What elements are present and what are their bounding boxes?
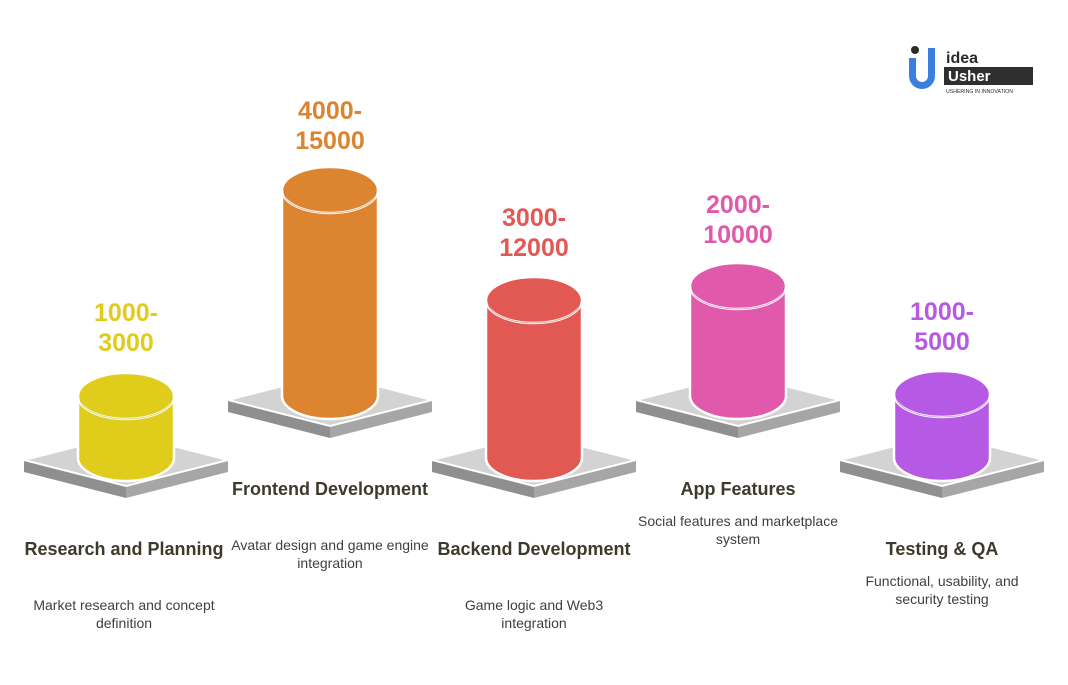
- stage-1-cost-range: 1000- 3000: [46, 298, 206, 358]
- stage-1-title: Research and Planning: [24, 539, 224, 559]
- stage-1-column: [23, 371, 229, 498]
- stage-4-cost-range: 2000- 10000: [658, 190, 818, 250]
- stage-1-cost-max: 3000: [98, 329, 154, 357]
- stage-2-cost-max: 15000: [295, 127, 365, 155]
- cylinder-body: [280, 188, 380, 421]
- pedestal-left-face: [636, 400, 738, 438]
- stage-4-column: [635, 261, 841, 438]
- logo-word-idea: idea: [946, 50, 978, 67]
- stage-5-cost-max: 5000: [914, 328, 970, 356]
- pedestal-right-face: [738, 400, 840, 438]
- pedestal-right-face: [534, 460, 636, 498]
- cylinder-rim-shade: [691, 287, 785, 310]
- stage-5-cost-range: 1000- 5000: [862, 297, 1022, 357]
- logo-tagline: USHERING IN INNOVATION: [946, 89, 1013, 95]
- stage-2-column: [227, 165, 433, 438]
- cylinder-rim-shade: [79, 397, 173, 420]
- cylinder-rim-shade: [487, 301, 581, 324]
- logo-word-usher: Usher: [948, 68, 991, 85]
- stage-3-column: [431, 275, 637, 498]
- pedestal-left-face: [432, 460, 534, 498]
- cylinder-rim-shade: [283, 191, 377, 214]
- stage-5-title: Testing & QA: [885, 539, 999, 559]
- stage-4-title: App Features: [680, 479, 796, 499]
- stage-1-description: Market research and concept definition: [33, 597, 215, 631]
- cylinder-body: [688, 284, 788, 421]
- stage-3-description: Game logic and Web3 integration: [464, 597, 604, 631]
- stage-5-description: Functional, usability, and security test…: [865, 573, 1019, 607]
- cylinder-body: [892, 392, 992, 483]
- pedestal-left-face: [24, 460, 126, 498]
- pedestal-left-face: [228, 400, 330, 438]
- stage-3-title: Backend Development: [437, 539, 631, 559]
- cylinder-body: [484, 298, 584, 483]
- pedestal-right-face: [330, 400, 432, 438]
- stage-4-cost-min: 2000-: [706, 191, 770, 219]
- cylinder-rim-shade: [895, 395, 989, 418]
- stage-3-cost-max: 12000: [499, 234, 569, 262]
- stage-5-cost-min: 1000-: [910, 298, 974, 326]
- stage-5-column: [839, 369, 1045, 498]
- company-logo: idea Usher USHERING IN INNOVATION: [906, 44, 1036, 96]
- pedestal-right-face: [942, 460, 1044, 498]
- stage-2-cost-min: 4000-: [298, 97, 362, 125]
- stage-2-title: Frontend Development: [231, 479, 428, 499]
- pedestal-right-face: [126, 460, 228, 498]
- pedestal-left-face: [840, 460, 942, 498]
- stage-2-cost-range: 4000- 15000: [250, 96, 410, 156]
- stage-3-cost-min: 3000-: [502, 204, 566, 232]
- stage-1-cost-min: 1000-: [94, 299, 158, 327]
- stage-4-cost-max: 10000: [703, 221, 773, 249]
- stage-4-description: Social features and marketplace system: [638, 513, 838, 547]
- stage-2-description: Avatar design and game engine integratio…: [231, 537, 429, 571]
- stage-3-cost-range: 3000- 12000: [454, 203, 614, 263]
